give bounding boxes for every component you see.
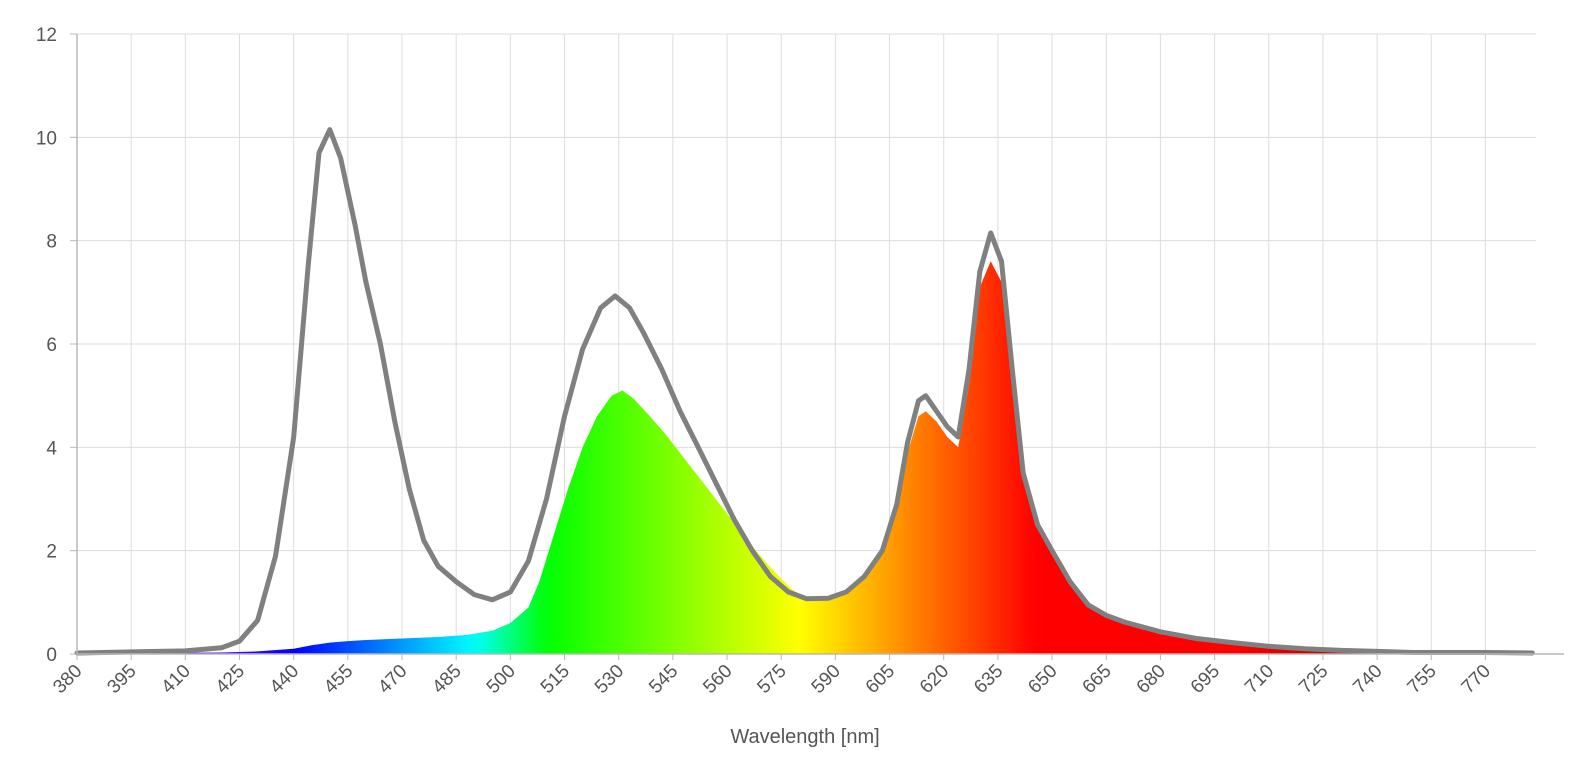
x-tick-label: 410 (158, 661, 195, 698)
x-tick-label: 530 (591, 661, 628, 698)
y-axis-tick-labels: 0 2 4 6 8 10 12 (36, 25, 58, 666)
x-tick-label: 635 (970, 661, 1007, 698)
y-tick-label: 12 (36, 25, 57, 46)
x-tick-label: 455 (320, 661, 357, 698)
x-tick-label: 740 (1349, 661, 1386, 698)
x-tick-label: 755 (1404, 661, 1441, 698)
y-tick-label: 2 (46, 542, 57, 563)
x-tick-label: 470 (374, 661, 411, 698)
x-axis-tick-labels: 380 395 410 425 440 455 470 485 500 515 530 545 560 5… (49, 661, 1495, 698)
x-tick-label: 440 (266, 661, 303, 698)
x-tick-label: 425 (212, 661, 249, 698)
x-tick-label: 725 (1295, 661, 1332, 698)
x-tick-label: 665 (1079, 661, 1116, 698)
axes (70, 33, 1564, 660)
y-tick-label: 10 (36, 128, 57, 149)
spectrum-total-line (74, 127, 1535, 656)
x-tick-label: 695 (1187, 661, 1224, 698)
x-tick-label: 575 (753, 661, 790, 698)
y-tick-label: 4 (46, 438, 57, 459)
x-tick-label: 380 (49, 661, 86, 698)
y-tick-label: 6 (46, 335, 57, 356)
x-tick-label: 650 (1024, 661, 1061, 698)
x-tick-label: 680 (1133, 661, 1170, 698)
x-tick-label: 605 (862, 661, 899, 698)
y-tick-label: 0 (46, 645, 57, 666)
x-tick-label: 710 (1241, 661, 1278, 698)
spectrum-fill-area (77, 261, 1533, 654)
x-tick-label: 620 (916, 661, 953, 698)
x-tick-label: 560 (699, 661, 736, 698)
grid (76, 33, 1536, 655)
x-tick-label: 590 (808, 661, 845, 698)
y-tick-label: 8 (46, 232, 57, 253)
x-tick-label: 545 (645, 661, 682, 698)
x-tick-label: 485 (428, 661, 465, 698)
x-tick-label: 515 (537, 661, 574, 698)
x-tick-label: 500 (483, 661, 520, 698)
x-tick-label: 395 (103, 661, 140, 698)
x-axis-title: Wavelength [nm] (730, 726, 879, 748)
x-tick-label: 770 (1458, 661, 1495, 698)
